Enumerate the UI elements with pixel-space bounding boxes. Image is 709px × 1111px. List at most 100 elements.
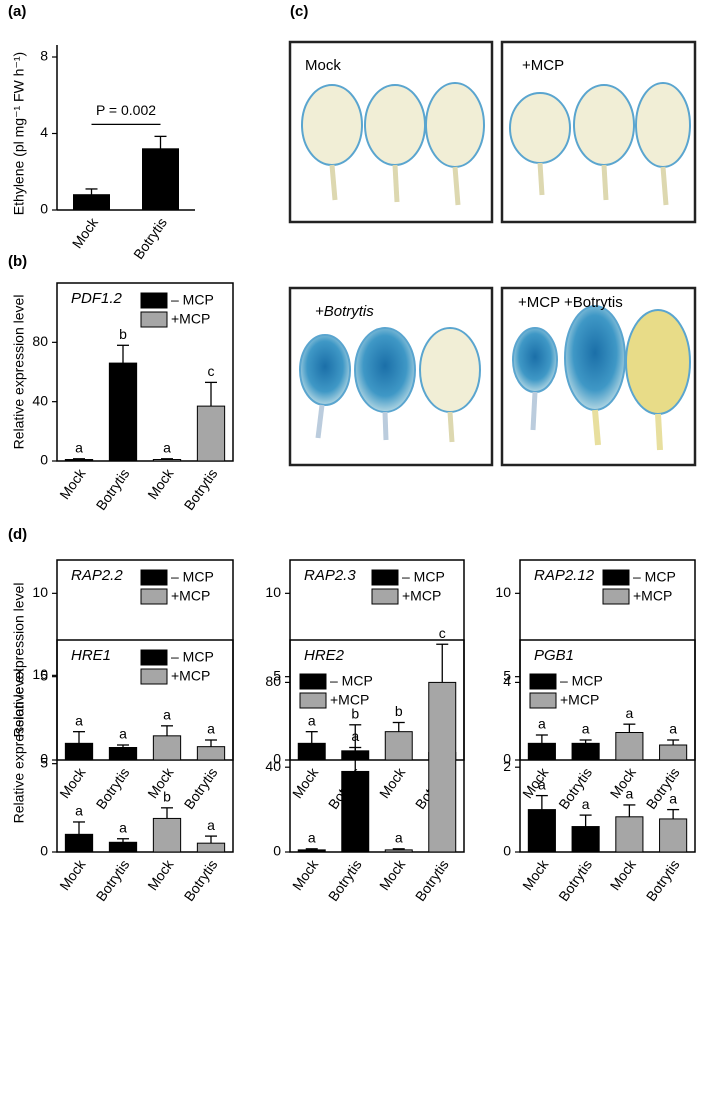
x-tick-label: Mock xyxy=(519,856,552,893)
y-tick-label: 2 xyxy=(503,758,511,774)
bar xyxy=(73,194,110,211)
significance-letter: a xyxy=(308,830,316,846)
legend-swatch xyxy=(140,649,168,666)
y-tick-label: 10 xyxy=(265,584,281,600)
significance-letter: a xyxy=(119,819,127,835)
x-tick-label: Botrytis xyxy=(93,765,133,812)
significance-letter: a xyxy=(75,803,83,819)
x-tick-label: Botrytis xyxy=(412,857,452,904)
x-tick-label: Mock xyxy=(289,856,322,893)
y-tick-label: 0 xyxy=(503,843,511,859)
legend-label: – MCP xyxy=(330,673,373,689)
x-tick-label: Botrytis xyxy=(93,466,133,513)
y-axis-label: Relative expression level xyxy=(11,669,27,824)
significance-letter: a xyxy=(625,786,633,802)
significance-letter: a xyxy=(582,796,590,812)
legend-label: – MCP xyxy=(402,569,445,585)
significance-letter: a xyxy=(395,830,403,846)
panel-label: (a) xyxy=(8,3,26,20)
x-tick-label: Botrytis xyxy=(643,857,683,904)
legend-swatch xyxy=(140,569,168,586)
x-tick-label: Mock xyxy=(144,856,177,893)
y-axis-label: Relative expression level xyxy=(11,583,27,738)
legend-label: +MCP xyxy=(171,588,210,604)
bar xyxy=(615,732,644,761)
plot-frame xyxy=(56,639,234,853)
plot-frame xyxy=(289,639,465,853)
x-tick-label: Botrytis xyxy=(181,857,221,904)
x-tick-label: Botrytis xyxy=(555,857,595,904)
chart-title: HRE1 xyxy=(71,647,111,664)
x-tick-label: Botrytis xyxy=(93,857,133,904)
bar xyxy=(615,816,644,853)
legend-swatch xyxy=(140,292,168,309)
y-tick-label: 4 xyxy=(40,124,48,140)
x-tick-label: Mock xyxy=(144,764,177,801)
legend-label: +MCP xyxy=(402,588,441,604)
bar xyxy=(297,849,326,853)
y-tick-label: 0 xyxy=(40,452,48,468)
x-tick-label: Mock xyxy=(56,764,89,801)
y-tick-label: 8 xyxy=(40,48,48,64)
legend-swatch xyxy=(299,673,327,690)
legend-swatch xyxy=(140,588,168,605)
legend-swatch xyxy=(529,692,557,709)
significance-letter: b xyxy=(395,703,403,719)
bar xyxy=(196,405,226,462)
legend-label: – MCP xyxy=(560,673,603,689)
panel-label: (b) xyxy=(8,253,27,270)
x-tick-label: Mock xyxy=(56,856,89,893)
bar xyxy=(152,817,182,853)
x-tick-label: Mock xyxy=(376,856,409,893)
y-tick-label: 10 xyxy=(32,666,48,682)
x-tick-label: Botrytis xyxy=(325,857,365,904)
chart-title: PDF1.2 xyxy=(71,290,123,307)
bar xyxy=(571,826,600,853)
legend-swatch xyxy=(140,668,168,685)
bar xyxy=(659,744,688,761)
significance-letter: a xyxy=(538,776,546,792)
y-tick-label: 5 xyxy=(503,667,511,683)
legend-label: +MCP xyxy=(171,311,210,327)
significance-letter: c xyxy=(208,363,215,379)
bar xyxy=(108,362,138,462)
x-tick-label: Botrytis xyxy=(181,765,221,812)
legend-label: +MCP xyxy=(560,692,599,708)
image-caption: +MCP +Botrytis xyxy=(518,294,623,311)
y-tick-label: 80 xyxy=(32,333,48,349)
bar xyxy=(64,833,94,853)
x-tick-label: Mock xyxy=(144,465,177,502)
bar xyxy=(341,770,370,853)
significance-letter: a xyxy=(119,726,127,742)
x-tick-label: Mock xyxy=(56,465,89,502)
x-tick-label: Botrytis xyxy=(130,215,170,262)
significance-letter: a xyxy=(669,721,677,737)
x-tick-label: Mock xyxy=(376,764,409,801)
legend-swatch xyxy=(371,569,399,586)
significance-letter: a xyxy=(308,712,316,728)
bar xyxy=(527,742,556,761)
image-panel xyxy=(288,40,697,467)
legend-swatch xyxy=(299,692,327,709)
legend-label: – MCP xyxy=(633,569,676,585)
legend-label: – MCP xyxy=(171,569,214,585)
significance-letter: b xyxy=(163,789,171,805)
legend-swatch xyxy=(602,588,630,605)
y-axis-label: Relative expression level xyxy=(11,295,27,450)
legend-swatch xyxy=(529,673,557,690)
chart-title: RAP2.2 xyxy=(71,567,123,584)
image-caption: Mock xyxy=(305,57,341,74)
bar xyxy=(196,842,226,853)
legend-label: +MCP xyxy=(633,588,672,604)
legend-swatch xyxy=(140,311,168,328)
significance-letter: a xyxy=(163,439,171,455)
y-tick-label: 4 xyxy=(503,673,511,689)
plot-frame xyxy=(519,639,696,853)
significance-letter: a xyxy=(75,439,83,455)
bar xyxy=(64,742,94,761)
bar xyxy=(108,747,138,761)
bar xyxy=(384,731,413,761)
bar xyxy=(108,841,138,853)
